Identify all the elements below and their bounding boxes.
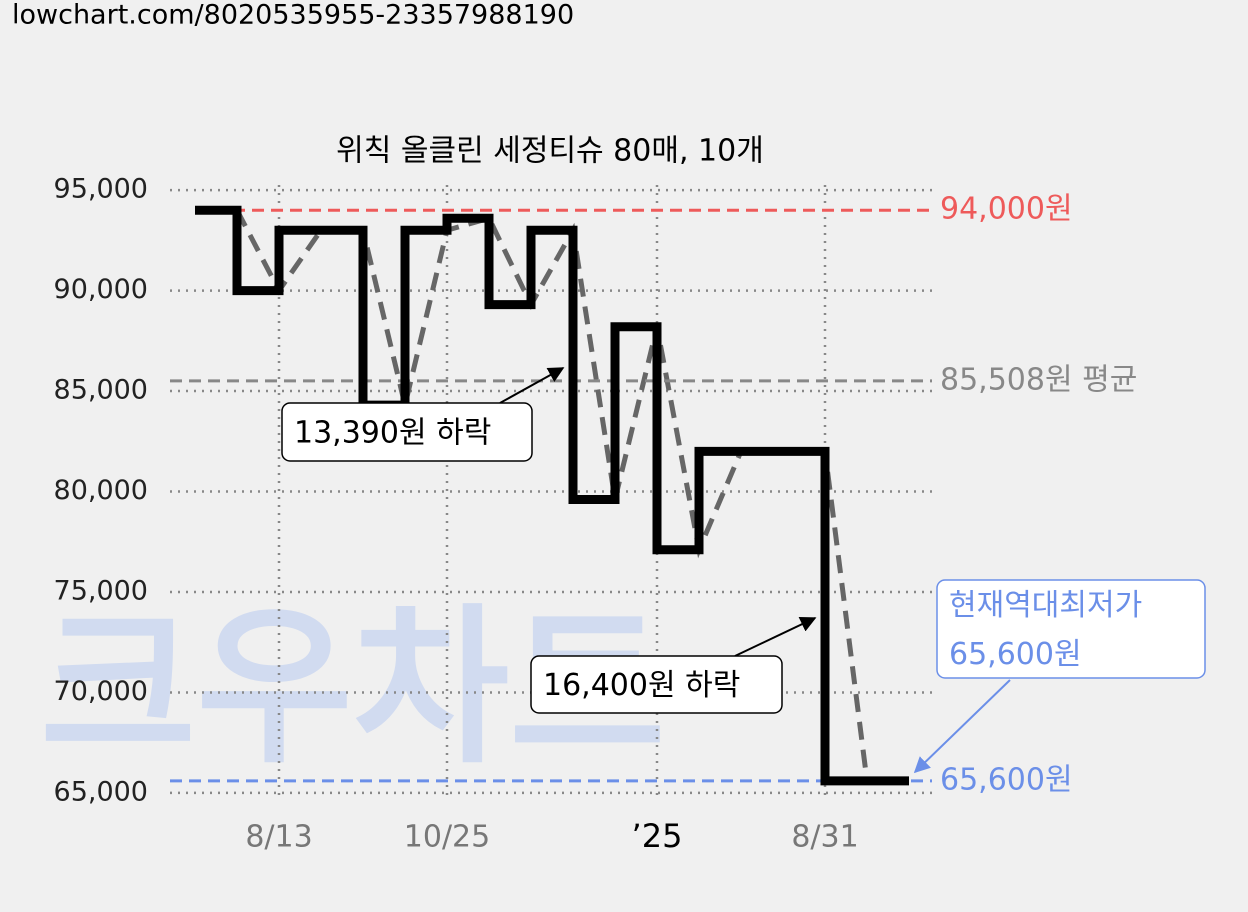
y-tick-label: 85,000 (54, 375, 148, 406)
x-tick-label: 8/31 (791, 820, 858, 855)
annotation-text: 65,600원 (949, 637, 1082, 672)
annotation-arrow (499, 367, 565, 404)
y-tick-label: 70,000 (54, 676, 148, 707)
y-tick-label: 75,000 (54, 575, 148, 606)
x-tick-label: ’25 (632, 817, 683, 855)
chart-title: 위칙 올클린 세정티슈 80매, 10개 (336, 134, 764, 169)
reference-label: 94,000원 (940, 192, 1073, 227)
y-tick-label: 80,000 (54, 475, 148, 506)
annotation-text: 현재역대최저가 (949, 588, 1142, 623)
x-tick-label: 10/25 (404, 820, 490, 855)
url: lowchart.com/8020535955-23357988190 (12, 0, 574, 31)
y-tick-label: 90,000 (54, 274, 148, 305)
y-tick-label: 65,000 (54, 776, 148, 807)
reference-label: 65,600원 (940, 762, 1073, 797)
y-tick-label: 95,000 (54, 174, 148, 205)
annotation-box (936, 579, 1206, 679)
reference-label: 85,508원 평균 (940, 362, 1137, 397)
annotation-box (530, 655, 783, 714)
annotation-arrow (734, 616, 817, 657)
x-tick-label: 8/13 (245, 820, 312, 855)
annotation-box (281, 402, 533, 462)
price-line (195, 205, 909, 786)
annotation-arrow (913, 679, 1011, 774)
annotation-text: 13,390원 하락 (294, 416, 491, 451)
annotation-text: 16,400원 하락 (543, 668, 740, 703)
